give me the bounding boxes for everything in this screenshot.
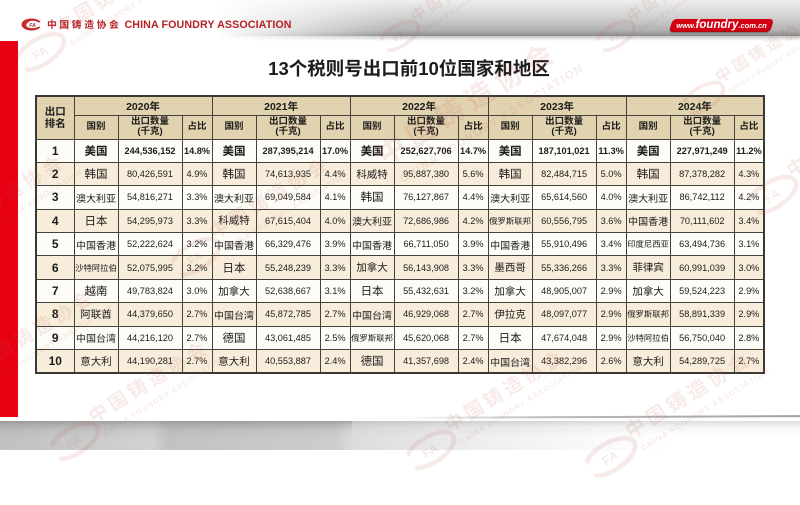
svg-text:中国铸造协会: 中国铸造协会 (781, 87, 800, 183)
svg-text:FA: FA (762, 186, 783, 206)
svg-text:FA: FA (29, 22, 36, 28)
svg-text:FA: FA (600, 448, 621, 468)
